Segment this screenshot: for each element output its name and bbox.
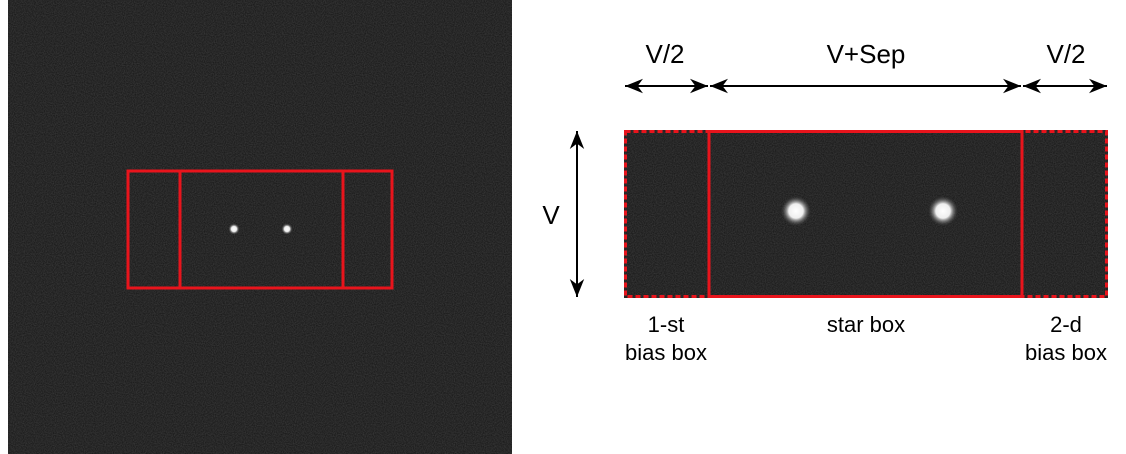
full-frame xyxy=(8,0,512,454)
zoom-view xyxy=(624,130,1108,298)
star xyxy=(281,223,293,235)
zoom-noise xyxy=(624,130,1108,298)
top-label: V/2 xyxy=(645,39,684,69)
star xyxy=(927,195,959,227)
top-label: V/2 xyxy=(1046,39,1085,69)
box-label: 1-st xyxy=(648,312,685,337)
box-label: star box xyxy=(827,312,905,337)
star xyxy=(780,195,812,227)
box-label: bias box xyxy=(1025,340,1107,365)
box-label: 2-d xyxy=(1050,312,1082,337)
diagram: V/2 V+Sep V/2 V 1-st bias box star box 2… xyxy=(0,0,1126,454)
star xyxy=(228,223,240,235)
side-label: V xyxy=(542,200,560,230)
top-label: V+Sep xyxy=(827,39,906,69)
box-label: bias box xyxy=(625,340,707,365)
frame-noise xyxy=(8,0,512,454)
